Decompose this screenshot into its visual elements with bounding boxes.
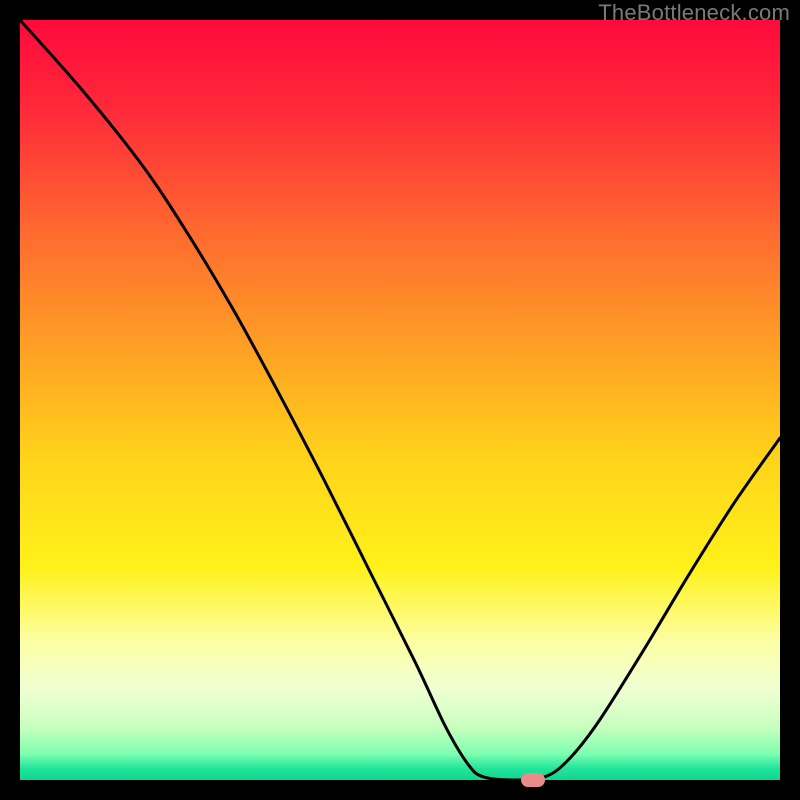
chart-frame: TheBottleneck.com [0, 0, 800, 800]
plot-area [20, 20, 780, 780]
optimal-marker [521, 773, 545, 787]
bottleneck-curve [20, 20, 780, 780]
watermark-text: TheBottleneck.com [598, 0, 790, 26]
